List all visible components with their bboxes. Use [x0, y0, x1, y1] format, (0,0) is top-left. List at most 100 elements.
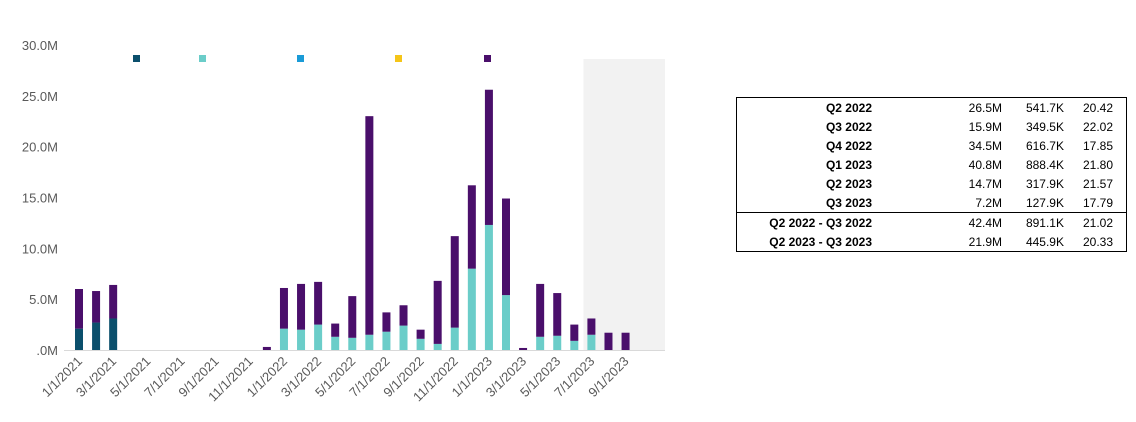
row-value-b: 445.9K [1025, 234, 1064, 249]
row-value-c: 22.02 [1082, 119, 1113, 134]
forecast-shading [583, 59, 665, 350]
bar-segment [467, 185, 476, 269]
row-label: Q1 2023 [825, 157, 872, 172]
y-tick-label: 30.0M [22, 38, 58, 53]
table-row: Q1 2023 40.8M 888.4K 21.80 [737, 155, 1126, 174]
y-tick-label: 10.0M [22, 241, 58, 256]
bar-segment [92, 322, 101, 350]
bar-segment [314, 324, 323, 350]
bar-segment [621, 332, 630, 350]
bar-segment [279, 328, 288, 350]
row-value-b: 888.4K [1025, 157, 1064, 172]
bar-segment [416, 329, 425, 339]
row-value-c: 21.57 [1082, 176, 1113, 191]
row-value-c: 20.42 [1082, 100, 1113, 115]
row-value-b: 616.7K [1025, 138, 1064, 153]
bar-segment [536, 336, 545, 350]
bar-segment [433, 280, 442, 344]
bar-segment [570, 324, 579, 341]
bar-segment [433, 343, 442, 350]
y-tick-label: 25.0M [22, 89, 58, 104]
row-value-b: 349.5K [1025, 119, 1064, 134]
table-row: Q3 2022 15.9M 349.5K 22.02 [737, 117, 1126, 136]
bar-segment [109, 284, 118, 319]
table-row: Q3 2023 7.2M 127.9K 17.79 [737, 193, 1126, 212]
bar-segment [382, 312, 391, 332]
y-tick-label: 20.0M [22, 140, 58, 155]
bar-segment [109, 318, 118, 350]
bar-segment [75, 328, 83, 350]
bar-segment [416, 338, 425, 350]
summary-table: Q2 2022 26.5M 541.7K 20.42 Q3 2022 15.9M… [736, 97, 1127, 252]
bar-segment [92, 291, 101, 323]
table-row: Q2 2023 14.7M 317.9K 21.57 [737, 174, 1126, 193]
row-value-c: 20.33 [1082, 234, 1113, 249]
row-value-b: 317.9K [1025, 176, 1064, 191]
row-value-a: 26.5M [968, 100, 1002, 115]
row-label: Q3 2022 [825, 119, 872, 134]
bar-segment [587, 334, 596, 350]
table-row: Q4 2022 34.5M 616.7K 17.85 [737, 136, 1126, 155]
bar-segment [75, 289, 83, 329]
stacked-bar-chart: .0M5.0M10.0M15.0M20.0M25.0M30.0M1/1/2021… [22, 38, 665, 404]
bar-segment [450, 327, 459, 350]
row-value-c: 21.02 [1082, 215, 1113, 230]
row-value-a: 7.2M [975, 195, 1002, 210]
y-tick-label: 5.0M [29, 292, 58, 307]
bar-segment [331, 323, 340, 337]
bar-segment [570, 340, 579, 350]
row-value-a: 40.8M [968, 157, 1002, 172]
row-value-b: 541.7K [1025, 100, 1064, 115]
row-value-c: 21.80 [1082, 157, 1113, 172]
row-value-a: 15.9M [968, 119, 1002, 134]
row-value-a: 34.5M [968, 138, 1002, 153]
bar-segment [399, 325, 408, 350]
row-value-c: 17.85 [1082, 138, 1113, 153]
table-row: Q2 2022 26.5M 541.7K 20.42 [737, 98, 1126, 117]
table-total-row: Q2 2023 - Q3 2023 21.9M 445.9K 20.33 [737, 232, 1126, 251]
bar-segment [297, 283, 306, 330]
bar-segment [450, 236, 459, 328]
bar-segment [279, 287, 288, 329]
table-total-row: Q2 2022 - Q3 2022 42.4M 891.1K 21.02 [737, 212, 1126, 232]
bar-segment [484, 89, 493, 225]
row-value-b: 891.1K [1025, 215, 1064, 230]
bar-segment [365, 334, 374, 350]
bar-segment [553, 293, 562, 336]
bar-segment [484, 224, 493, 350]
legend-chip-series-3 [297, 55, 304, 62]
row-label: Q4 2022 [825, 138, 872, 153]
bar-segment [314, 281, 323, 325]
bar-segment [348, 337, 357, 350]
bar-segment [604, 332, 613, 350]
bar-segment [467, 268, 476, 350]
row-value-c: 17.79 [1082, 195, 1113, 210]
bar-segment [262, 346, 271, 350]
legend-chip-series-2 [199, 55, 206, 62]
legend-chip-series-4 [395, 55, 402, 62]
bar-segment [519, 347, 528, 350]
bar-segment [502, 198, 510, 296]
bar-segment [536, 283, 545, 337]
row-value-a: 14.7M [968, 176, 1002, 191]
bar-segment [365, 116, 374, 335]
row-label: Q2 2023 - Q3 2023 [769, 234, 872, 249]
row-value-a: 42.4M [968, 215, 1002, 230]
legend-chip-series-1 [133, 55, 140, 62]
bar-segment [348, 296, 357, 338]
bar-segment [399, 305, 408, 326]
row-label: Q2 2023 [825, 176, 872, 191]
bar-segment [297, 329, 306, 350]
bar-segment [331, 336, 340, 350]
row-label: Q2 2022 - Q3 2022 [769, 215, 872, 230]
row-label: Q3 2023 [825, 195, 872, 210]
legend-chip-series-5 [484, 55, 491, 62]
row-value-a: 21.9M [968, 234, 1002, 249]
bar-segment [502, 295, 510, 350]
bar-segment [553, 335, 562, 350]
y-tick-label: .0M [36, 343, 58, 358]
row-label: Q2 2022 [825, 100, 872, 115]
bar-segment [587, 318, 596, 335]
y-tick-label: 15.0M [22, 191, 58, 206]
row-value-b: 127.9K [1025, 195, 1064, 210]
